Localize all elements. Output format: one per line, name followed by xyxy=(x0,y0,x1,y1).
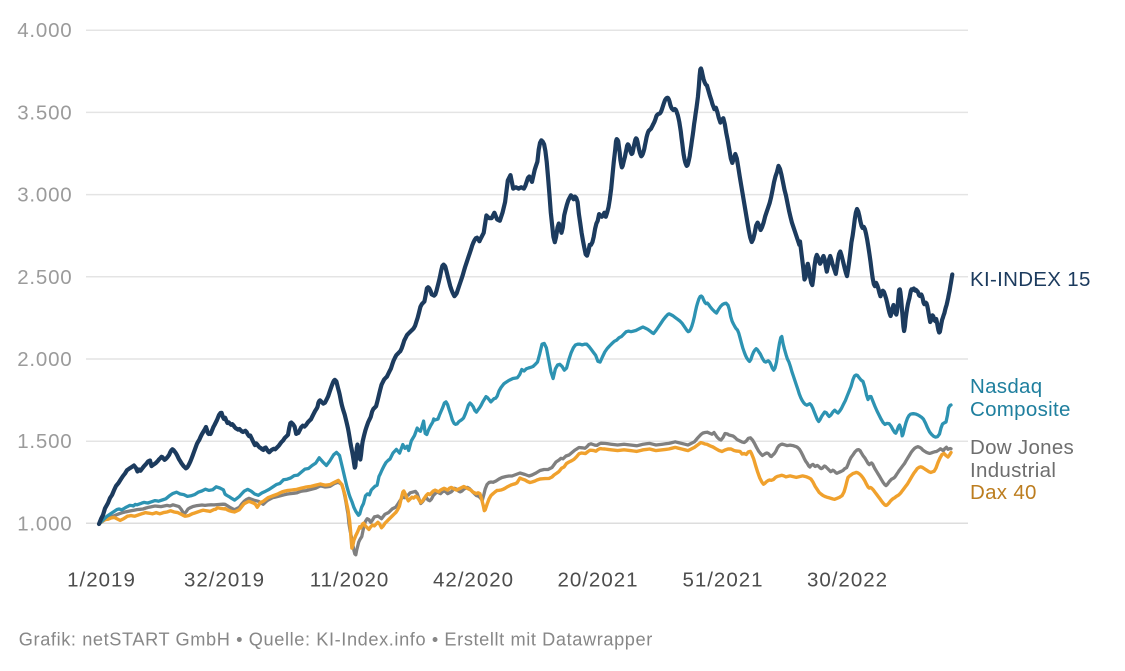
svg-text:3.000: 3.000 xyxy=(17,184,72,207)
svg-text:1.000: 1.000 xyxy=(17,512,72,535)
svg-text:Industrial: Industrial xyxy=(970,459,1056,482)
svg-text:1.500: 1.500 xyxy=(17,430,72,453)
svg-text:32/2019: 32/2019 xyxy=(184,569,265,592)
svg-text:Dow Jones: Dow Jones xyxy=(970,436,1074,459)
svg-text:Dax 40: Dax 40 xyxy=(970,481,1037,504)
svg-text:3.500: 3.500 xyxy=(17,101,72,124)
svg-text:4.000: 4.000 xyxy=(17,19,72,42)
svg-text:2.500: 2.500 xyxy=(17,266,72,289)
svg-text:20/2021: 20/2021 xyxy=(557,569,638,592)
svg-text:Grafik: netSTART GmbH • Quelle: Grafik: netSTART GmbH • Quelle: KI-Index… xyxy=(19,630,653,650)
svg-text:30/2022: 30/2022 xyxy=(807,569,888,592)
svg-text:51/2021: 51/2021 xyxy=(682,569,763,592)
svg-text:KI-INDEX 15: KI-INDEX 15 xyxy=(970,268,1091,291)
svg-text:Nasdaq: Nasdaq xyxy=(970,375,1042,398)
svg-text:42/2020: 42/2020 xyxy=(433,569,514,592)
svg-text:11/2020: 11/2020 xyxy=(310,569,390,592)
svg-text:Composite: Composite xyxy=(970,398,1071,421)
svg-text:1/2019: 1/2019 xyxy=(67,569,136,592)
svg-text:2.000: 2.000 xyxy=(17,348,72,371)
